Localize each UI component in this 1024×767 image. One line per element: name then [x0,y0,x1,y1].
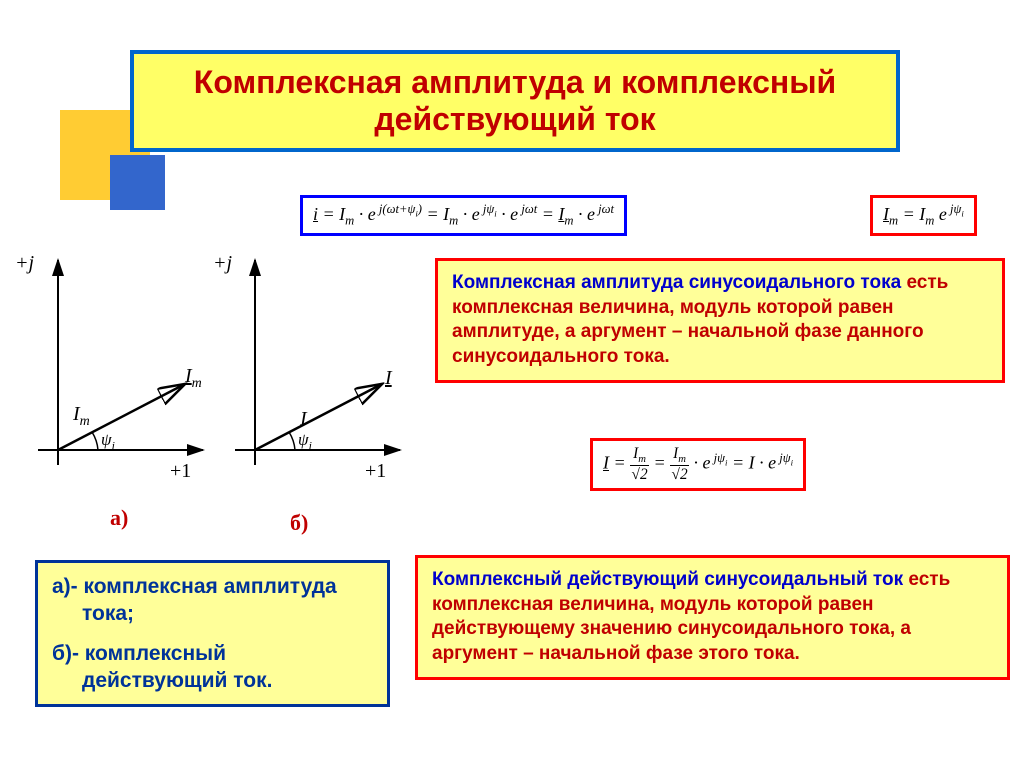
label-a: а) [110,505,128,531]
legend-box: а)- комплексная амплитуда тока; б)- комп… [35,560,390,707]
slide-title-text: Комплексная амплитуда и комплексный дейс… [194,64,836,137]
definition-amplitude: Комплексная амплитуда синусоидального то… [435,258,1005,383]
diagram-a-vector-label-end: Im [185,365,202,392]
slide-title: Комплексная амплитуда и комплексный дейс… [130,50,900,152]
definition-rms-text: Комплексный действующий синусоидальный т… [432,569,950,664]
label-b: б) [290,510,308,536]
diagram-a-angle-label: ψi [101,430,115,453]
legend-b: б)- комплексный действующий ток. [52,640,373,695]
diagram-b-vector-label-mid: I [300,408,307,431]
diagram-b-angle-label: ψi [298,430,312,453]
formula-main: i = Im · e j(ωt+ψi) = Im · e jψi · e jωt… [300,195,627,236]
diagram-b-x-axis-label: +1 [365,460,386,483]
definition-amplitude-text: Комплексная амплитуда синусоидального то… [452,272,948,367]
decor-blue-square [110,155,165,210]
diagram-a-y-axis-label: +j [15,252,34,275]
diagram-b-y-axis-label: +j [213,252,232,275]
formula-im: Im = Im e jψi [870,195,977,236]
diagram-a-x-axis-label: +1 [170,460,191,483]
diagram-a-vector-label-mid: Im [73,403,90,430]
legend-a: а)- комплексная амплитуда тока; [52,573,373,628]
formula-rms: I = Im√2 = Im√2 · e jψi = I · e jψi [590,438,806,491]
definition-rms: Комплексный действующий синусоидальный т… [415,555,1010,680]
diagram-b-vector-label-end: I [385,367,392,390]
